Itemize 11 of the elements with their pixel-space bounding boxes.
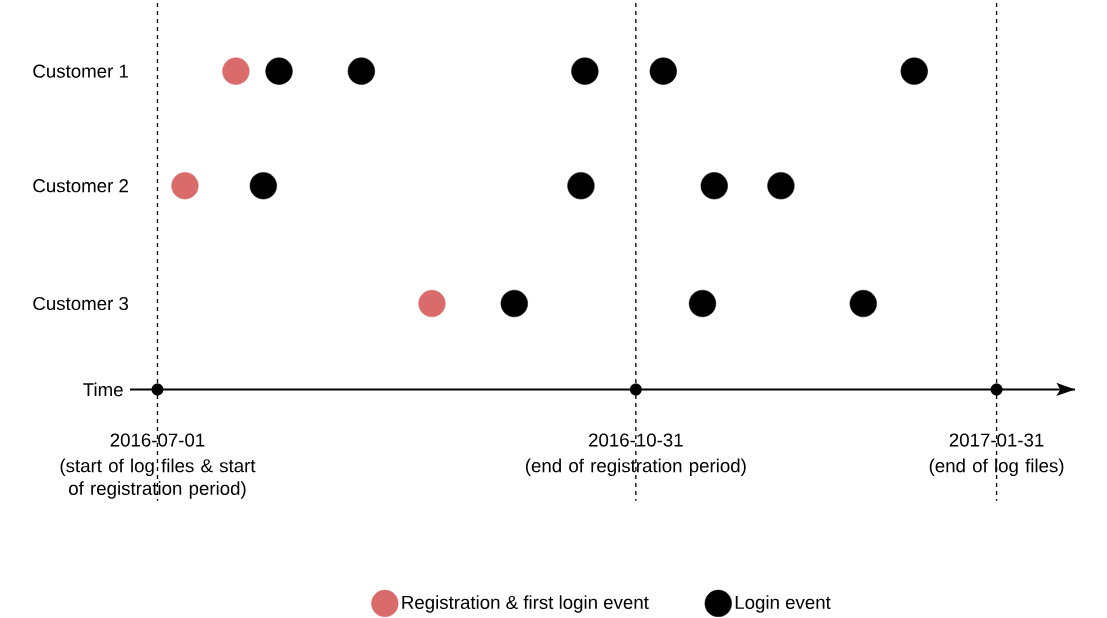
ref-line-label: (end of registration period) [525,458,746,477]
x-tick-label: 2016-10-31 [589,433,683,447]
x-tick-label: 2017-01-31 [949,433,1044,447]
ref-line-label: (start of log files & start of registration period) [60,458,256,499]
x-axis-title: Time [83,382,123,397]
text: Customer 3 [33,297,129,311]
x-tick-label: 2016-07-01 [110,433,205,447]
text: Customer 2 [33,179,128,193]
legend-label: Registration & first login event [402,595,649,613]
legend-label: Login event [735,595,831,613]
text: Customer 1 [33,64,128,78]
